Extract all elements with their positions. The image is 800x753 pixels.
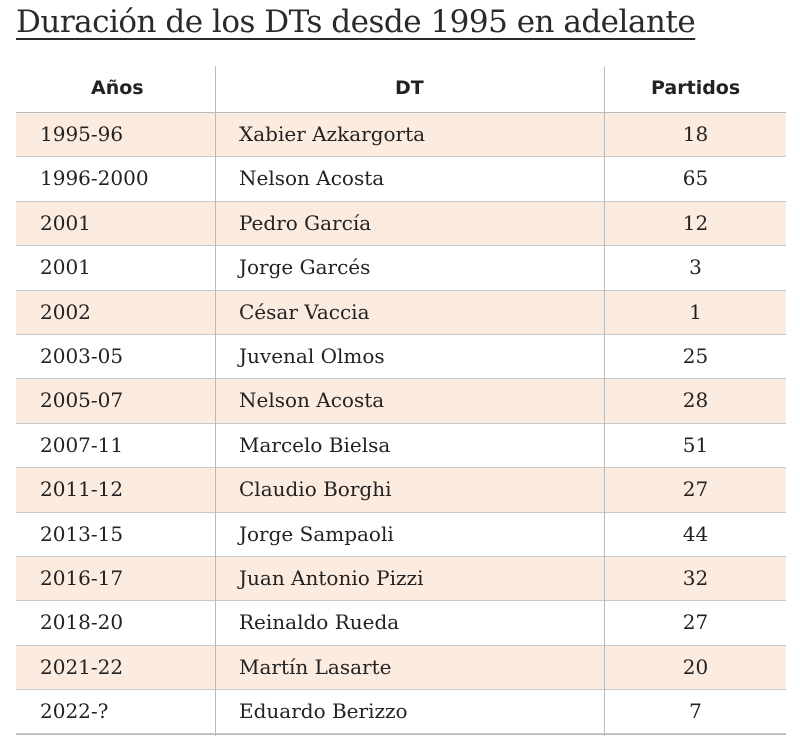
table-body: 1995-96 Xabier Azkargorta 18 1996-2000 Nelso… [16,113,786,735]
cell-years: 2003-05 [40,343,124,368]
table-row: 2018-20 Reinaldo Rueda 27 [16,601,786,646]
cell-years: 2013-15 [40,521,124,546]
cell-matches: 27 [682,610,709,635]
cell-years: 2021-22 [40,654,124,679]
table-row: 2001 Pedro García 12 [16,201,786,247]
header-years: Años [91,77,144,99]
cell-years: 2001 [40,210,91,235]
table-row: 2013-15 Jorge Sampaoli 44 [16,513,786,557]
cell-years: 2011-12 [40,477,124,502]
cell-matches: 7 [689,699,702,724]
cell-coach: Martín Lasarte [239,654,392,679]
cell-matches: 25 [682,343,709,368]
cell-years: 2007-11 [40,432,124,457]
cell-coach: Nelson Acosta [239,388,385,413]
table-row: 1996-2000 Nelson Acosta 65 [16,157,786,202]
cell-coach: Claudio Borghi [239,477,392,502]
cell-matches: 18 [682,122,709,146]
cell-coach: Reinaldo Rueda [239,610,400,635]
cell-years: 2016-17 [40,565,124,590]
table-header: Años DT Partidos [16,66,786,113]
cell-matches: 44 [682,521,709,546]
chart-title: Duración de los DTs desde 1995 en adelan… [16,4,696,40]
cell-coach: César Vaccia [239,299,370,324]
header-coach: DT [395,77,424,99]
cell-matches: 1 [689,299,702,324]
cell-years: 2001 [40,255,91,280]
table-row: 2003-05 Juvenal Olmos 25 [16,335,786,380]
cell-matches: 28 [682,388,709,413]
cell-coach: Jorge Garcés [239,255,371,280]
table-row: 2016-17 Juan Antonio Pizzi 32 [16,556,786,602]
cell-matches: 12 [682,210,709,235]
table-row: 2011-12 Claudio Borghi 27 [16,468,786,513]
table-row: 1995-96 Xabier Azkargorta 18 [16,113,786,158]
cell-coach: Eduardo Berizzo [239,699,408,724]
column-divider-1 [215,66,216,736]
cell-coach: Juan Antonio Pizzi [239,565,424,590]
cell-coach: Pedro García [239,210,372,235]
cell-years: 2005-07 [40,388,124,413]
table-row: 2007-11 Marcelo Bielsa 51 [16,424,786,469]
cell-coach: Nelson Acosta [239,166,385,191]
table-bottom-rule [16,734,786,735]
table-row: 2005-07 Nelson Acosta 28 [16,379,786,424]
cell-matches: 20 [682,654,709,679]
cell-years: 1996-2000 [40,166,149,191]
cell-coach: Juvenal Olmos [239,343,385,368]
cell-years: 2018-20 [40,610,124,635]
table-row: 2022-? Eduardo Berizzo 7 [16,690,786,735]
cell-matches: 27 [682,477,709,502]
column-divider-2 [604,66,605,736]
table-row: 2002 César Vaccia 1 [16,290,786,335]
table-row: 2021-22 Martín Lasarte 20 [16,645,786,691]
cell-years: 2022-? [40,699,109,724]
cell-years: 1995-96 [40,122,124,146]
coaches-table: Años DT Partidos 1995-96 Xabier Azkargort… [16,66,786,735]
cell-coach: Marcelo Bielsa [239,432,391,457]
cell-coach: Xabier Azkargorta [239,122,426,146]
cell-matches: 51 [682,432,709,457]
cell-matches: 32 [682,565,709,590]
cell-matches: 3 [689,255,702,280]
cell-matches: 65 [682,166,709,191]
table-row: 2001 Jorge Garcés 3 [16,246,786,291]
header-matches: Partidos [651,77,741,99]
cell-coach: Jorge Sampaoli [239,521,394,546]
cell-years: 2002 [40,299,91,324]
